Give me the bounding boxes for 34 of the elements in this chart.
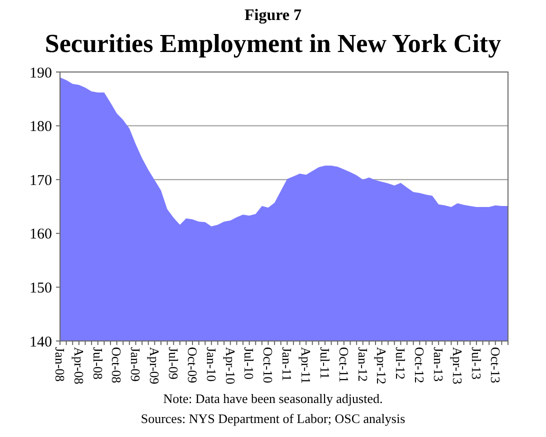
x-tick-label: Jul-08 xyxy=(90,347,106,380)
x-tick-label: Apr-11 xyxy=(298,347,314,384)
chart-title: Figure 7 xyxy=(244,7,302,24)
x-tick-label: Apr-10 xyxy=(222,347,238,384)
text: Note: Data have been seasonally adjusted. xyxy=(163,391,383,406)
x-tick-label: Apr-09 xyxy=(147,347,162,384)
x-tick-label: Jul-11 xyxy=(317,347,332,380)
y-tick-label: 190 xyxy=(30,65,52,82)
chart-subtitle: Securities Employment in New York City xyxy=(44,29,502,58)
x-tick-label: Oct-10 xyxy=(260,347,276,384)
x-tick-label: Apr-13 xyxy=(450,347,465,384)
x-tick-label: Jan-11 xyxy=(280,347,295,382)
x-tick-label: Jul-13 xyxy=(468,347,484,380)
x-tick-label: Jan-10 xyxy=(204,347,219,382)
x-tick-label: Jan-12 xyxy=(355,347,370,382)
x-tick-label: Jan-08 xyxy=(52,347,68,382)
x-tick-label: Oct-09 xyxy=(184,347,200,384)
source-note: Sources: NYS Department of Labor; OSC analysis xyxy=(140,411,406,426)
x-tick-label: Jul-10 xyxy=(242,347,257,380)
x-tick-label: Jul-09 xyxy=(166,347,182,380)
y-tick-label: 170 xyxy=(30,172,52,189)
x-tick-label: Apr-12 xyxy=(374,347,390,384)
y-tick-label: 180 xyxy=(30,119,52,136)
x-tick-label: Jan-13 xyxy=(431,347,446,382)
x-tick-label: Oct-11 xyxy=(336,347,352,383)
y-tick-label: 160 xyxy=(30,226,52,243)
x-tick-label: Jul-12 xyxy=(393,347,408,380)
y-tick-label: 150 xyxy=(30,280,52,296)
x-tick-label: Jan-09 xyxy=(128,347,144,382)
x-tick-label: Oct-08 xyxy=(109,347,124,384)
y-tick-label: 140 xyxy=(30,334,52,350)
x-tick-label: Oct-12 xyxy=(412,347,428,384)
x-tick-label: Oct-13 xyxy=(488,347,503,384)
x-tick-label: Apr-08 xyxy=(71,347,86,384)
